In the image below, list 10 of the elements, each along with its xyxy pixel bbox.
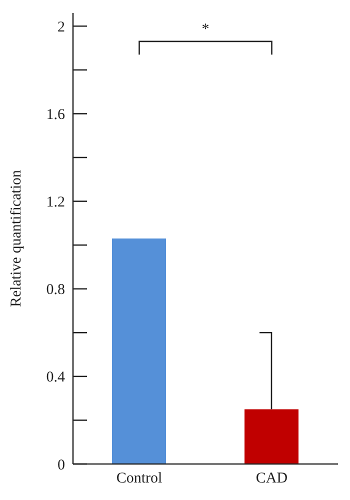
x-tick-label: CAD <box>256 470 288 487</box>
y-tick-label: 0.4 <box>46 370 66 386</box>
y-axis-title: Relative quantification <box>8 169 24 308</box>
y-tick-label: 1.2 <box>46 194 65 211</box>
y-tick-label: 0.8 <box>46 282 65 298</box>
y-tick-label: 1.6 <box>46 106 66 123</box>
y-tick-label: 2 <box>58 19 65 36</box>
x-tick-label: Control <box>116 470 162 487</box>
y-tick-label: 0 <box>58 457 65 474</box>
annotation: * <box>202 21 210 38</box>
